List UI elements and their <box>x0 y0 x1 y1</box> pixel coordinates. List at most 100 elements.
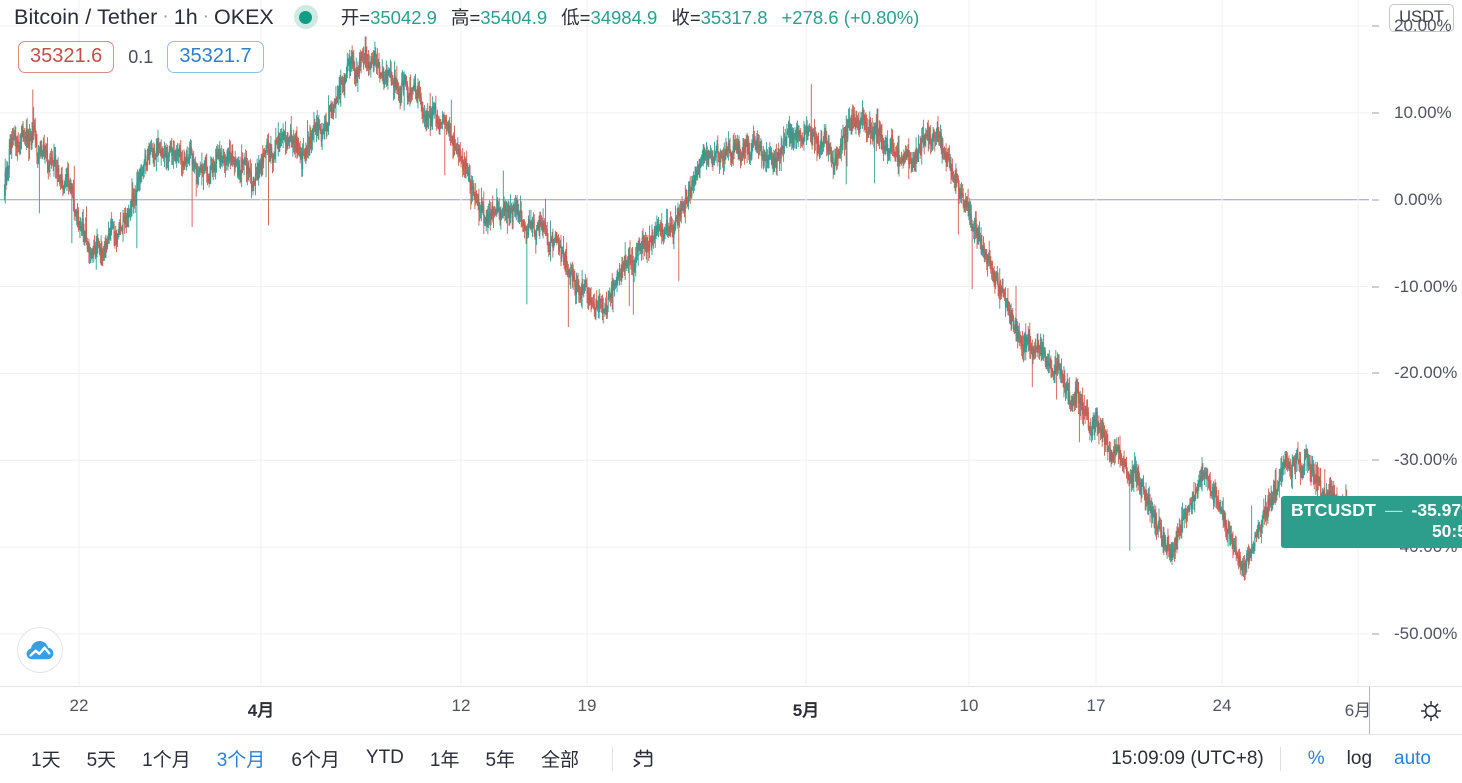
candle-body <box>918 146 920 150</box>
candle-body <box>323 128 325 130</box>
candle-body <box>252 184 254 188</box>
candle-body <box>935 132 937 138</box>
tradingview-logo[interactable] <box>17 627 63 673</box>
candle-body <box>835 154 837 159</box>
candle-body <box>1200 476 1202 482</box>
candle-body <box>1205 473 1207 475</box>
candle-body <box>718 154 720 159</box>
price-axis-tick <box>1372 459 1379 461</box>
candle-body <box>994 282 996 284</box>
interval-label[interactable]: 1h <box>173 4 198 29</box>
candle-body <box>882 140 884 150</box>
price-axis-tick <box>1372 286 1379 288</box>
goto-date-button[interactable] <box>629 745 659 773</box>
candle-body <box>1148 496 1150 505</box>
candle-body <box>497 199 499 210</box>
candle-body <box>540 222 543 224</box>
candle-body <box>389 70 391 72</box>
candle-body <box>625 256 627 266</box>
candle-body <box>945 150 947 161</box>
chart-plot-area[interactable]: BTCUSDT — -35.97% 50:50 <box>0 0 1462 686</box>
symbol-title[interactable]: Bitcoin / Tether <box>14 4 158 29</box>
candle-body <box>298 146 300 149</box>
candle-body <box>502 208 504 211</box>
candle-body <box>176 150 179 157</box>
candle-body <box>1208 480 1210 483</box>
bid-price[interactable]: 35321.6 <box>18 41 115 73</box>
price-axis[interactable]: USDT 20.00% 10.00% 0.00% -10.00% -20.00% -30.… <box>1370 0 1462 686</box>
price-axis-tick <box>1372 633 1379 635</box>
candle-body <box>1191 495 1193 509</box>
last-price-tag[interactable]: BTCUSDT — -35.97% 50:50 <box>1281 496 1462 548</box>
candle-body <box>175 155 177 161</box>
candle-body <box>894 153 896 156</box>
exchange-label[interactable]: OKEX <box>214 4 274 29</box>
candle-body <box>1251 547 1254 549</box>
candle-body <box>552 235 554 248</box>
candle-body <box>1097 427 1099 429</box>
candle-body <box>783 141 785 149</box>
candle-body <box>1029 333 1031 343</box>
timeframe-button[interactable]: YTD <box>365 747 404 768</box>
candle-body <box>152 154 154 156</box>
candle-body <box>917 151 919 160</box>
candle-body <box>554 234 556 241</box>
price-axis-label: -20.00% <box>1394 363 1458 383</box>
candle-body <box>787 131 789 133</box>
candle-body <box>211 162 213 174</box>
timeframe-button[interactable]: 6个月 <box>291 749 340 771</box>
candle-body <box>1049 363 1051 368</box>
candle-body <box>204 161 206 170</box>
candle-body <box>5 171 7 183</box>
chart-settings-gear-icon[interactable] <box>1418 698 1444 724</box>
candle-body <box>460 155 462 160</box>
candle-body <box>1309 461 1311 472</box>
candle-body <box>30 135 32 146</box>
candle-body <box>1121 461 1123 463</box>
candle-body <box>1037 342 1039 347</box>
candle-body <box>1326 494 1328 496</box>
candle-body <box>844 131 846 144</box>
time-axis[interactable]: 22 4月 12 19 5月 10 17 24 6月 <box>0 686 1462 735</box>
price-axis-tick <box>1372 112 1379 114</box>
timeframe-button[interactable]: 1年 <box>429 749 460 771</box>
candle-body <box>424 115 426 117</box>
candle-body <box>857 118 859 130</box>
candle-body <box>787 124 790 132</box>
candle-body <box>71 186 73 191</box>
market-open-dot-icon[interactable] <box>291 2 321 32</box>
candle-body <box>174 155 176 157</box>
candle-body <box>1264 509 1266 517</box>
auto-scale-button[interactable]: auto <box>1394 748 1431 769</box>
log-scale-button[interactable]: log <box>1346 748 1373 769</box>
candle-body <box>422 112 424 115</box>
candle-body <box>597 304 599 308</box>
candle-body <box>215 164 217 167</box>
timeframe-button[interactable]: 全部 <box>541 749 580 771</box>
candle-body <box>183 157 185 167</box>
candle-body <box>596 300 598 305</box>
ask-price[interactable]: 35321.7 <box>167 41 264 73</box>
timeframe-button[interactable]: 1天 <box>31 749 61 771</box>
candle-body <box>283 133 285 136</box>
timeframe-button[interactable]: 5年 <box>485 749 516 771</box>
candle-body <box>1212 486 1215 504</box>
candle-body <box>1110 454 1112 461</box>
timeframe-button[interactable]: 5天 <box>86 749 117 771</box>
candle-body <box>678 212 680 217</box>
candle-body <box>45 149 47 152</box>
timeframe-selector[interactable]: 1天 5天 1个月 3个月 6个月 YTD 1年 5年 全部 <box>0 741 596 778</box>
candle-body <box>1182 517 1184 519</box>
candle-body <box>1221 509 1223 512</box>
candle-body <box>566 267 569 269</box>
price-axis-label: -50.00% <box>1394 623 1458 643</box>
candle-body <box>1295 454 1297 464</box>
candle-body <box>993 272 995 283</box>
candle-body <box>870 123 872 133</box>
candle-body <box>1104 433 1106 445</box>
candle-body <box>897 148 899 162</box>
percent-scale-button[interactable]: % <box>1307 748 1325 769</box>
candle-body <box>497 208 499 210</box>
timeframe-button[interactable]: 1个月 <box>142 749 191 771</box>
timeframe-button[interactable]: 3个月 <box>208 741 275 778</box>
